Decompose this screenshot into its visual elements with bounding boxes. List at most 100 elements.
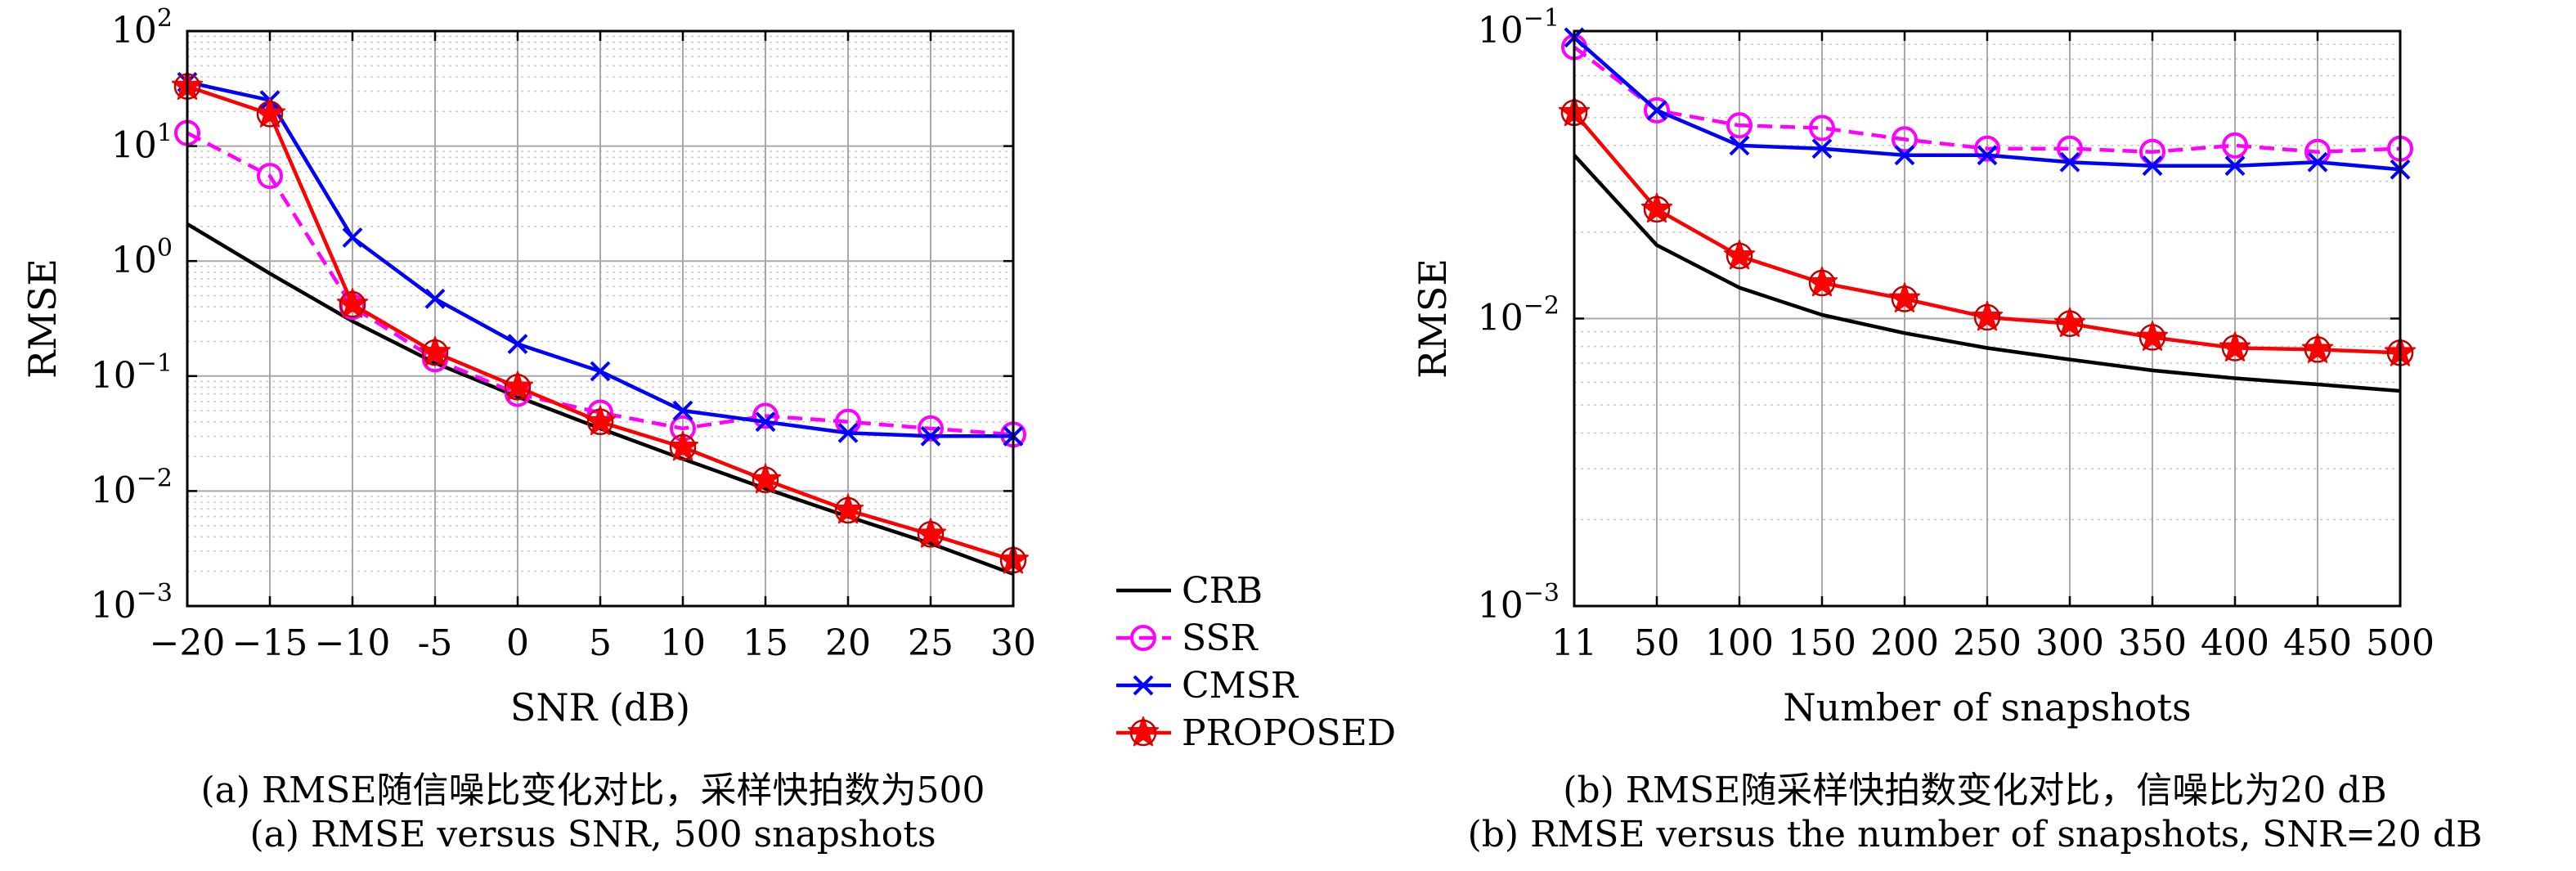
panel-a-series-cmsr-x-marker — [424, 288, 446, 309]
panel-b-series-ssr-circle-marker — [1644, 97, 1670, 123]
legend-entry-crb-label: CRB — [1182, 570, 1263, 612]
legend-entry-ssr-circle-marker — [1130, 625, 1156, 651]
panel-b-x-tick-label: 450 — [2283, 622, 2352, 664]
panel-a-y-tick-label: 100 — [111, 234, 173, 281]
panel-a-x-tick-label: 10 — [660, 622, 706, 664]
panel-a-grid — [187, 31, 1013, 606]
panel-a-x-tick-label: 30 — [990, 622, 1036, 664]
panel-b-series-proposed-star-ring — [1891, 285, 1919, 312]
panel-a-series-proposed-star-ring — [339, 290, 366, 318]
legend-entry-cmsr-x-marker — [1133, 675, 1154, 696]
panel-a-y-tick-label: 10−3 — [91, 579, 173, 626]
panel-b-series-crb — [1573, 154, 2401, 393]
panel-b-series-cmsr-x-marker — [2224, 155, 2246, 177]
panel-a-series-proposed-star-ring — [917, 521, 945, 548]
panel-b-series-ssr-circle-marker — [2139, 138, 2165, 165]
panel-b-series-proposed-star-ring — [2221, 334, 2249, 361]
panel-b-x-tick-label: 400 — [2201, 622, 2269, 664]
panel-b-series-cmsr — [1564, 27, 2411, 180]
panel-b-x-tick-label: 250 — [1953, 622, 2022, 664]
panel-b-series-proposed-star-ring — [2304, 336, 2331, 363]
panel-a-y-tick-label: 101 — [111, 119, 173, 167]
legend-entry-ssr: SSR — [1116, 617, 1259, 659]
panel-a-x-tick-label: 15 — [743, 622, 788, 664]
panel-b-x-tick-label: 500 — [2366, 622, 2435, 664]
panel-b-x-tick-label: 50 — [1634, 622, 1680, 664]
panel-b-series-ssr-circle-marker — [1809, 114, 1835, 141]
panel-a-series-cmsr-x-marker — [920, 425, 941, 447]
panel-b-y-tick-label: 10−3 — [1478, 579, 1560, 626]
legend-entry-proposed-label: PROPOSED — [1182, 712, 1396, 754]
legend-entry-proposed: PROPOSED — [1116, 712, 1396, 754]
panel-a-x-tick-label: 25 — [908, 622, 954, 664]
panel-a-series-cmsr-x-marker — [590, 361, 611, 382]
panel-b-series-crb-line — [1573, 154, 2401, 393]
panel-b-series-cmsr-x-marker — [1811, 138, 1833, 159]
panel-b-series-ssr-line — [1573, 45, 2401, 154]
panel-a-series-cmsr-x-marker — [755, 411, 776, 433]
panel-b-series-proposed-star-ring — [1726, 242, 1753, 270]
legend-entry-cmsr: CMSR — [1116, 665, 1299, 707]
panel-b-x-tick-label: 150 — [1788, 622, 1856, 664]
legend-entry-ssr-label: SSR — [1182, 617, 1259, 659]
panel-b-series-proposed-star-ring — [2056, 310, 2084, 337]
panel-b-series-proposed-star-ring — [1643, 195, 1671, 223]
panel-a-series-proposed-star-ring — [504, 374, 532, 401]
panel-b-series-proposed-star-ring — [2138, 324, 2166, 351]
legend-entry-crb: CRB — [1116, 570, 1263, 612]
panel-a-x-tick-label: −20 — [150, 622, 226, 664]
panel-b-series-ssr-circle-marker — [1726, 112, 1752, 139]
panel-b-series-ssr-circle-marker — [1892, 126, 1918, 153]
caption-b-chinese: (b) RMSE随采样快拍数变化对比，信噪比为20 dB — [1563, 770, 2387, 811]
caption-a-chinese: (a) RMSE随信噪比变化对比，采样快拍数为500 — [200, 770, 985, 811]
panel-b-series-ssr-circle-marker — [2222, 132, 2248, 159]
panel-a-series-ssr-circle-marker — [918, 415, 944, 442]
panel-a-y-tick-label: 102 — [111, 4, 173, 52]
panel-a-series-proposed-star-ring — [586, 408, 614, 436]
panel-a-x-tick-label: -5 — [418, 622, 453, 664]
panel-a-x-axis-label: SNR (dB) — [510, 685, 690, 730]
panel-a-series-cmsr-x-marker — [507, 334, 528, 355]
panel-a-series-proposed — [171, 70, 1030, 574]
legend: CRB SSR CMSR PROPOSED — [1116, 570, 1396, 754]
panel-b-y-axis-label: RMSE — [1411, 258, 1455, 379]
panel-b-y-tick-label: 10−1 — [1478, 4, 1560, 52]
panel-a-x-tick-label: 20 — [825, 622, 871, 664]
panel-a-series-cmsr-x-marker — [672, 400, 693, 421]
panel-b-series-proposed-star-ring — [1808, 269, 1836, 297]
legend-entry-cmsr-label: CMSR — [1182, 665, 1299, 707]
panel-a-y-axis-label: RMSE — [20, 258, 65, 379]
panel-b-series-cmsr-x-marker — [1894, 145, 1915, 166]
panel-a-series-proposed-star-ring — [669, 433, 697, 461]
panel-a-x-tick-label: 5 — [589, 622, 612, 664]
panel-b-series-cmsr-x-marker — [1729, 135, 1750, 156]
panel-a-y-tick-label: 10−1 — [91, 349, 173, 397]
panel-a-series-ssr-circle-marker — [752, 402, 779, 429]
panel-a-rmse-vs-snr: −20 −15 −10 -5 0 5 10 15 20 25 30 10−3 10−2 10−1 100 10… — [20, 4, 1036, 730]
panel-a-x-tick-label: −10 — [315, 622, 391, 664]
panel-a-series-cmsr-x-marker — [837, 422, 859, 443]
panel-b-series-proposed-star-ring — [1973, 303, 2001, 331]
panel-b-x-tick-label: 350 — [2118, 622, 2187, 664]
panel-a-x-tick-label: 0 — [506, 622, 529, 664]
panel-b-x-tick-label: 300 — [2035, 622, 2104, 664]
panel-b-x-tick-label: 100 — [1705, 622, 1774, 664]
panel-b-rmse-vs-snapshots: 11 50 100 150 200 250 300 350 400 450 500 10−3 10−2 1… — [1411, 4, 2435, 730]
panel-a-y-tick-label: 10−2 — [91, 464, 173, 511]
caption-b-english: (b) RMSE versus the number of snapshots,… — [1467, 814, 2483, 855]
panel-a-series-proposed-star-ring — [834, 496, 862, 524]
panel-a-series-ssr-line — [186, 131, 1014, 437]
panel-b-series-cmsr-x-marker — [2307, 151, 2328, 173]
caption-a-english: (a) RMSE versus SNR, 500 snapshots — [249, 814, 936, 855]
panel-b-x-axis-label: Number of snapshots — [1783, 685, 2191, 730]
panel-b-series-cmsr-x-marker — [2142, 155, 2163, 177]
panel-a-series-ssr-circle-marker — [257, 163, 283, 190]
panel-b-x-tick-label: 200 — [1870, 622, 1939, 664]
panel-b-series-cmsr-x-marker — [1977, 145, 1998, 166]
panel-a-series-proposed-star-ring — [752, 466, 779, 494]
panel-a-x-tick-label: −15 — [232, 622, 308, 664]
panel-b-series-ssr-circle-marker — [1974, 135, 2000, 162]
panel-b-series-cmsr-x-marker — [2059, 151, 2080, 173]
legend-entry-proposed-star-ring — [1129, 719, 1157, 747]
